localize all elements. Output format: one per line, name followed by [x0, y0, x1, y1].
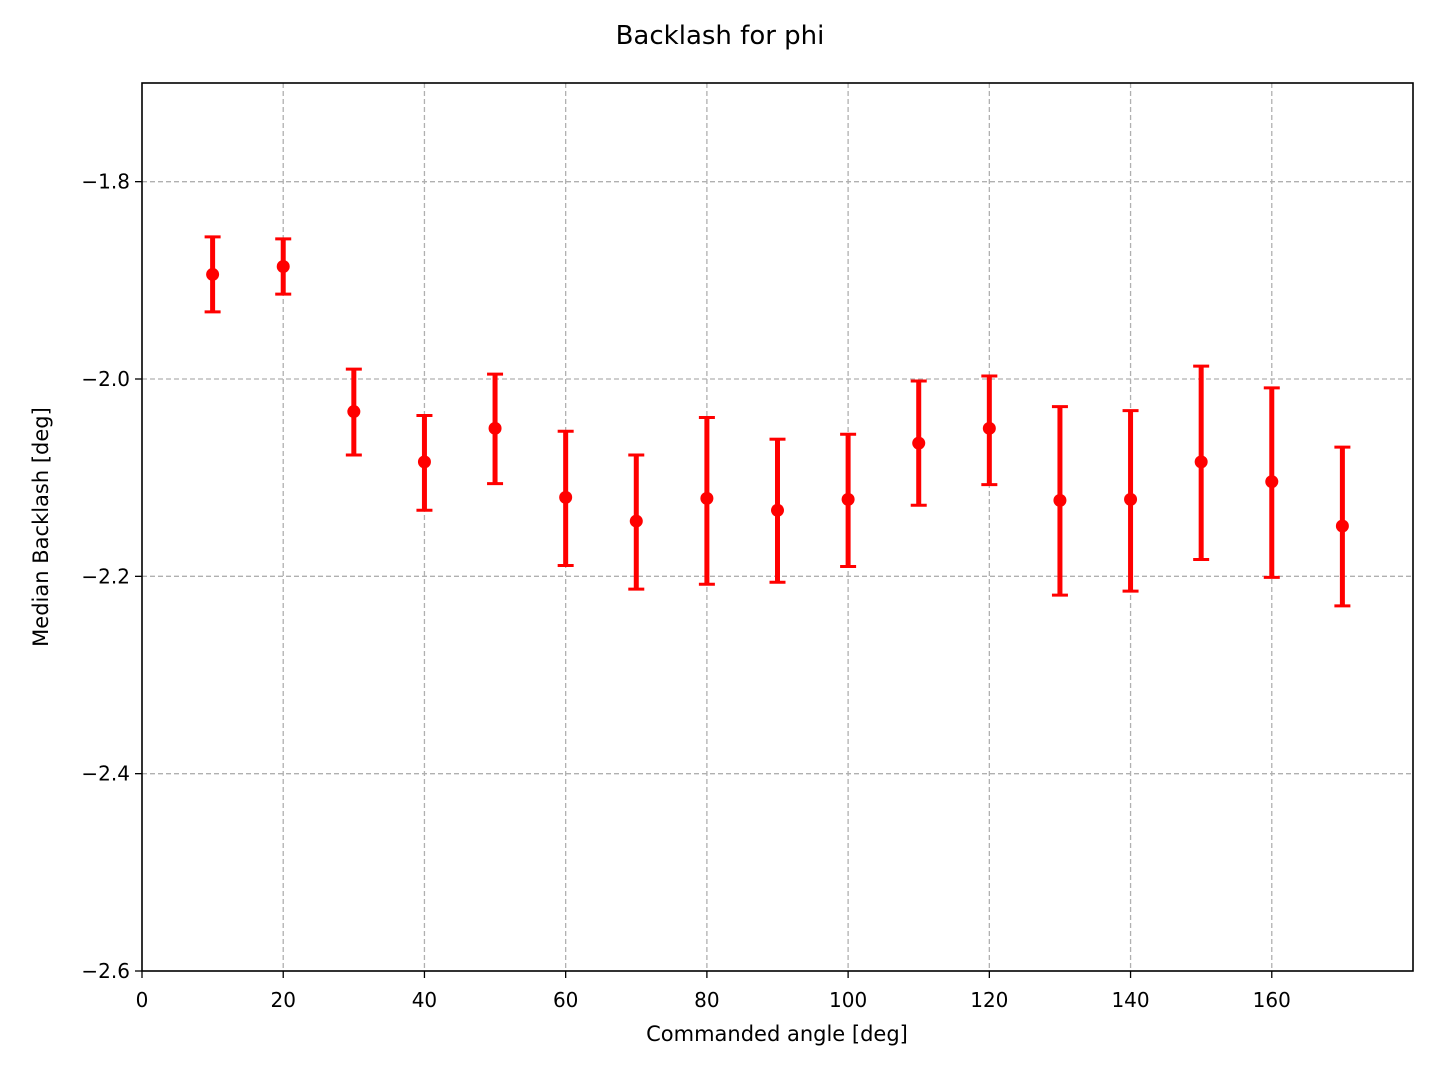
y-axis-ticks: −1.8 −2.0 −2.2 −2.4 −2.6: [81, 170, 142, 983]
x-axis-label: Commanded angle [deg]: [646, 1022, 908, 1046]
data-point-marker: [771, 503, 784, 517]
x-tick-label: 40: [412, 988, 437, 1012]
error-bar-series: [204, 235, 1351, 608]
x-tick-label: 80: [694, 988, 719, 1012]
x-axis-ticks: 0 20 40 60 80 100 120 140 160: [136, 971, 1291, 1012]
y-tick-label: −2.0: [81, 367, 130, 391]
error-bar-point: [557, 429, 574, 567]
data-point-marker: [488, 421, 502, 435]
x-tick-label: 100: [829, 988, 867, 1012]
data-point-marker: [276, 260, 290, 274]
data-point-marker: [629, 514, 643, 528]
data-point-marker: [1194, 455, 1208, 469]
data-point-marker: [559, 490, 573, 504]
data-point-marker: [982, 421, 996, 435]
error-bar-point: [981, 374, 998, 487]
error-bar-point: [1051, 405, 1068, 597]
data-point-marker: [841, 492, 855, 506]
error-bar-point: [910, 379, 927, 507]
data-point-marker: [206, 267, 220, 281]
x-tick-label: 60: [553, 988, 578, 1012]
data-point-marker: [1053, 493, 1067, 507]
error-bar-point: [204, 235, 221, 314]
x-tick-label: 160: [1253, 988, 1291, 1012]
data-point-marker: [1265, 475, 1279, 489]
x-tick-label: 0: [136, 988, 149, 1012]
y-axis-label: Median Backlash [deg]: [29, 407, 53, 647]
error-bar-point: [275, 237, 292, 296]
error-bar-point: [1122, 409, 1139, 593]
data-point-marker: [912, 436, 926, 450]
error-bar-point: [1334, 445, 1351, 608]
error-bar-point: [416, 414, 433, 512]
data-point-marker: [1335, 519, 1349, 533]
data-point-marker: [700, 491, 714, 505]
error-bar-point: [628, 453, 645, 591]
data-point-marker: [1124, 492, 1138, 506]
y-tick-label: −2.4: [81, 762, 130, 786]
error-bar-point: [1193, 364, 1210, 562]
chart-title: Backlash for phi: [616, 21, 825, 51]
data-point-marker: [417, 455, 431, 469]
error-bar-point: [1263, 386, 1280, 579]
y-tick-label: −2.6: [81, 959, 130, 983]
y-tick-label: −2.2: [81, 564, 130, 588]
data-point-marker: [347, 405, 361, 419]
plot-frame: [141, 82, 1414, 972]
error-bar-point: [345, 367, 362, 457]
error-bar-point: [698, 415, 715, 586]
error-bar-point: [840, 432, 857, 568]
error-bar-point: [487, 372, 504, 486]
x-tick-label: 20: [270, 988, 295, 1012]
error-bar-point: [769, 437, 786, 584]
x-tick-label: 140: [1111, 988, 1149, 1012]
y-tick-label: −1.8: [81, 170, 130, 194]
x-tick-label: 120: [970, 988, 1008, 1012]
